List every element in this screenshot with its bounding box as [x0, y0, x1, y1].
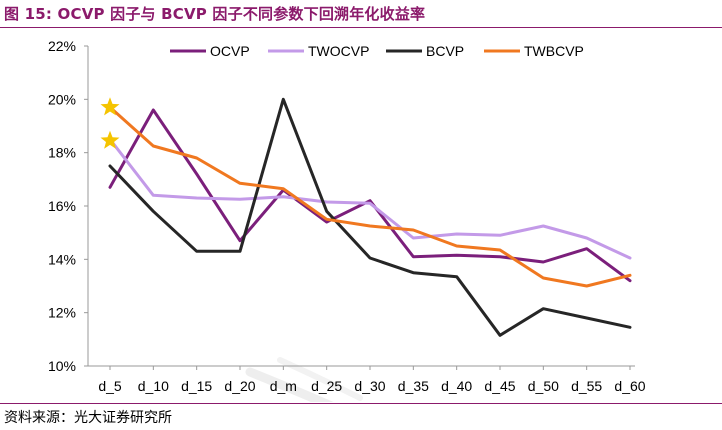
series-line-twocvp: [108, 137, 632, 260]
x-tick-label: d_m: [270, 378, 297, 394]
series-line-ocvp: [108, 108, 632, 283]
y-tick-label: 18%: [48, 145, 76, 161]
star-marker-twbcvp: [100, 97, 120, 116]
series-line-twbcvp: [108, 105, 632, 288]
source-note: 资料来源：光大证券研究所: [4, 410, 172, 426]
figure-label: 图 15:: [4, 5, 53, 23]
legend-label-ocvp: OCVP: [210, 43, 250, 59]
y-tick-label: 14%: [48, 251, 76, 267]
x-tick-label: d_15: [181, 378, 212, 394]
x-axis-ticks: d_5 d_10 d_15 d_20 d_m d_25 d_30 d_35 d_40 d_45 d_…: [98, 366, 646, 394]
chart-series: [108, 97, 632, 337]
x-tick-label: d_25: [311, 378, 342, 394]
x-tick-label: d_45: [484, 378, 515, 394]
legend-label-bcvp: BCVP: [426, 43, 464, 59]
x-tick-label: d_20: [224, 378, 255, 394]
x-tick-label: d_50: [528, 378, 559, 394]
x-tick-label: d_40: [441, 378, 472, 394]
figure-title-text: OCVP 因子与 BCVP 因子不同参数下回溯年化收益率: [57, 5, 426, 23]
x-tick-label: d_60: [614, 378, 645, 394]
x-tick-label: d_30: [354, 378, 385, 394]
legend-label-twbcvp: TWBCVP: [524, 43, 584, 59]
chart-legend: OCVP TWOCVP BCVP TWBCVP: [170, 43, 584, 59]
x-tick-label: d_55: [571, 378, 602, 394]
y-tick-label: 12%: [48, 305, 76, 321]
y-tick-label: 16%: [48, 198, 76, 214]
legend-label-twocvp: TWOCVP: [308, 43, 369, 59]
y-axis-ticks: 10% 12% 14% 16% 18% 20% 22%: [48, 38, 88, 374]
line-chart: 10% 12% 14% 16% 18% 20% 22% d_5 d_10 d_15 d_20 d_m…: [48, 38, 646, 402]
y-tick-label: 10%: [48, 358, 76, 374]
watermark-logo: [245, 357, 363, 402]
x-tick-label: d_10: [138, 378, 169, 394]
chart-markers: [100, 97, 120, 149]
x-tick-label: d_5: [98, 378, 122, 394]
y-tick-label: 22%: [48, 38, 76, 54]
star-marker-twocvp: [100, 130, 120, 149]
y-tick-label: 20%: [48, 91, 76, 107]
series-line-bcvp: [108, 97, 632, 337]
footer-rule: [0, 403, 722, 404]
x-tick-label: d_35: [398, 378, 429, 394]
figure-title: 图 15: OCVP 因子与 BCVP 因子不同参数下回溯年化收益率: [4, 3, 425, 24]
title-rule: [0, 27, 722, 28]
